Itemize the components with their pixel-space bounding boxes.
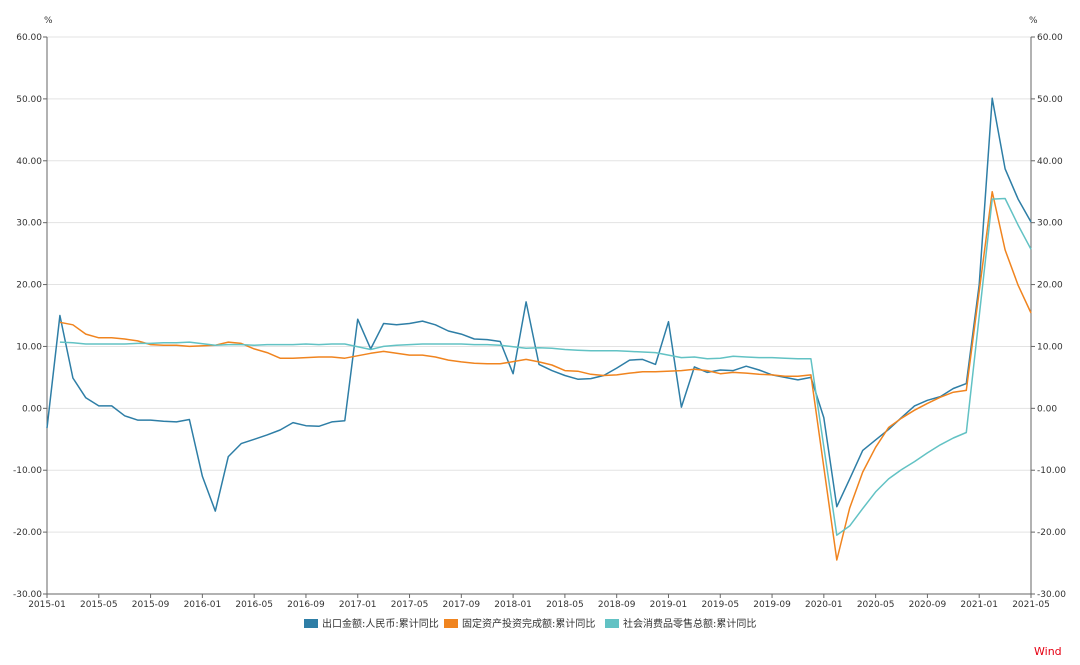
x-tick-label: 2020-05	[857, 600, 895, 610]
left-tick-label: 50.00	[16, 95, 42, 105]
x-tick-label: 2017-09	[443, 600, 481, 610]
right-tick-label: 40.00	[1037, 157, 1063, 167]
x-tick-label: 2019-09	[753, 600, 791, 610]
right-unit-label: %	[1029, 16, 1038, 26]
x-tick-label: 2016-09	[287, 600, 325, 610]
left-tick-label: 30.00	[16, 219, 42, 229]
legend-swatch	[444, 619, 458, 628]
x-tick-label: 2018-05	[546, 600, 584, 610]
right-tick-label: 30.00	[1037, 219, 1063, 229]
legend: 出口金额:人民币:累计同比 固定资产投资完成额:累计同比 社会消费品零售总额:累计同…	[304, 617, 756, 630]
legend-label: 社会消费品零售总额:累计同比	[623, 617, 756, 630]
left-tick-label: 20.00	[16, 281, 42, 291]
x-tick-label: 2021-05	[1012, 600, 1050, 610]
right-tick-label: 20.00	[1037, 281, 1063, 291]
x-tick-label: 2019-01	[650, 600, 688, 610]
x-tick-label: 2015-05	[80, 600, 118, 610]
x-tick-label: 2018-01	[494, 600, 532, 610]
right-tick-label: 50.00	[1037, 95, 1063, 105]
right-tick-label: -30.00	[1037, 590, 1066, 600]
legend-swatch	[304, 619, 318, 628]
series-layer	[46, 97, 1032, 561]
left-tick-label: 0.00	[22, 404, 42, 414]
left-tick-label: 40.00	[16, 157, 42, 167]
grid-layer	[47, 36, 1031, 595]
axis-layer: 60.00 60.00 50.00 50.00 40.00 40.00 30.00 30.00…	[13, 33, 1066, 610]
series-line-3	[59, 197, 1032, 536]
x-tick-label: 2020-09	[909, 600, 947, 610]
x-tick-label: 2020-01	[805, 600, 843, 610]
right-tick-label: -10.00	[1037, 466, 1066, 476]
right-tick-label: 0.00	[1037, 404, 1057, 414]
right-tick-label: 10.00	[1037, 342, 1063, 352]
left-tick-label: -30.00	[13, 590, 42, 600]
legend-swatch	[605, 619, 619, 628]
x-tick-label: 2015-09	[132, 600, 170, 610]
legend-label: 固定资产投资完成额:累计同比	[462, 617, 595, 630]
x-tick-label: 2017-05	[391, 600, 429, 610]
legend-label: 出口金额:人民币:累计同比	[322, 617, 439, 630]
series-line-2	[59, 190, 1032, 561]
left-tick-label: 10.00	[16, 342, 42, 352]
x-tick-label: 2021-01	[960, 600, 998, 610]
x-tick-label: 2017-01	[339, 600, 377, 610]
x-tick-label: 2016-01	[184, 600, 222, 610]
source-label: Wind	[1034, 645, 1062, 658]
left-unit-label: %	[44, 16, 53, 26]
x-tick-label: 2015-01	[28, 600, 66, 610]
right-tick-label: 60.00	[1037, 33, 1063, 43]
left-tick-label: -20.00	[13, 528, 42, 538]
left-tick-label: -10.00	[13, 466, 42, 476]
x-tick-label: 2018-09	[598, 600, 636, 610]
x-tick-label: 2016-05	[235, 600, 273, 610]
series-line-1	[46, 97, 1032, 512]
left-tick-label: 60.00	[16, 33, 42, 43]
x-tick-label: 2019-05	[701, 600, 739, 610]
right-tick-label: -20.00	[1037, 528, 1066, 538]
